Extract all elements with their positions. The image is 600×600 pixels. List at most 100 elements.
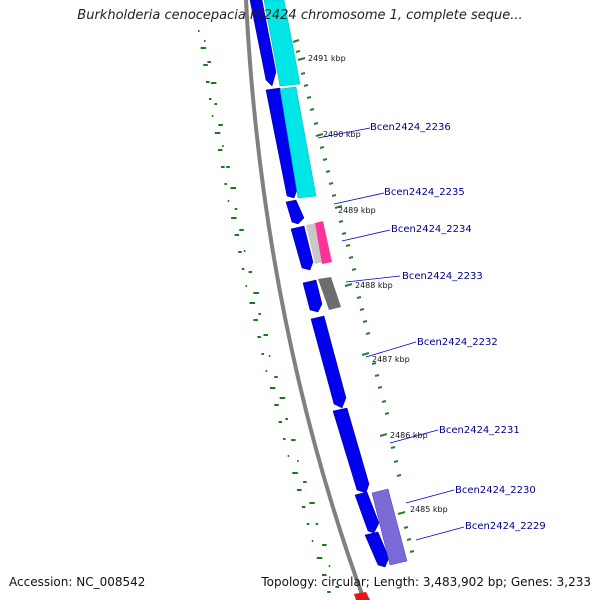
scale-tick [393,460,399,463]
scale-tick [300,72,306,75]
scale-tick [390,446,396,449]
scale-tick [406,538,412,541]
gc-dot [322,544,327,546]
gc-dot [287,455,290,457]
scale-tick [381,400,387,403]
gc-dot [283,438,286,440]
scale-tick [362,320,368,323]
gc-dot [234,208,238,210]
scale-tick [403,526,409,529]
cds-arrow [332,407,370,494]
gc-dot [279,397,286,399]
scale-labels: 2491 kbp 2490 kbp 2489 kbp 2488 kbp 2487… [308,54,448,514]
gc-dot [269,387,276,389]
gc-dot [268,355,271,357]
scale-tick [309,108,315,111]
gc-dot [306,523,310,525]
genome-summary-text: Topology: circular; Length: 3,483,902 bp… [261,575,591,589]
gc-dot [207,61,211,63]
gray-feature [306,223,323,264]
cds-arrow [290,225,314,271]
gc-dot [315,523,319,525]
gene-label[interactable]: Bcen2424_2233 [402,271,483,282]
cds-arrow [364,531,390,568]
gc-dot [263,334,268,336]
gc-dot [291,439,296,441]
scale-tick [377,386,383,389]
gc-dot [285,418,288,420]
cds-arrow [310,315,347,409]
gene-label[interactable]: Bcen2424_2232 [417,337,498,348]
scale-tick [361,352,370,356]
gene-label-lines [317,127,465,541]
red-feature [354,592,370,600]
gc-dot [297,489,302,491]
scale-tick [348,256,354,259]
gene-label[interactable]: Bcen2424_2231 [439,425,520,436]
gc-dot [258,313,261,315]
gene-label[interactable]: Bcen2424_2230 [455,485,536,496]
gc-dot [303,481,307,483]
gc-dot [231,217,237,219]
gc-dot [227,200,230,202]
gc-dot [200,47,207,49]
gc-dot [239,229,244,231]
gc-dot [214,103,217,105]
gray-feature [318,277,341,310]
scale-tick [315,133,324,137]
scale-label: 2488 kbp [355,281,393,290]
gc-dot [297,460,299,462]
scale-tick [303,84,309,87]
gc-dot [210,82,217,84]
gc-dot [261,353,264,355]
scale-tick [319,146,325,149]
cds-forward-track [249,0,390,568]
scale-tick [338,220,344,223]
gc-dot [234,234,240,236]
gene-label[interactable]: Bcen2424_2236 [370,122,451,133]
gc-dot [316,557,323,559]
scale-tick [356,296,362,299]
scale-tick [371,362,377,365]
gene-label[interactable]: Bcen2424_2235 [384,187,465,198]
label-line [405,489,455,504]
gc-dot [238,251,242,253]
gc-dot [241,268,245,270]
gc-dot [327,591,331,593]
scale-tick [409,550,415,553]
gene-label[interactable]: Bcen2424_2229 [465,521,546,532]
scale-tick [322,158,328,161]
scale-label: 2485 kbp [410,505,448,514]
gc-dot [253,292,259,294]
cds-arrow [265,87,298,199]
gc-dot [221,166,225,168]
label-line [341,229,391,242]
scale-tick [379,433,388,437]
accession-text: Accession: NC_008542 [9,575,146,589]
scale-tick [359,308,365,311]
scale-tick [374,374,380,377]
scale-label: 2489 kbp [338,206,376,215]
scale-tick [345,244,351,247]
gc-dot [217,149,223,151]
gc-dot [222,145,224,147]
backbone-line [244,0,366,600]
gene-label[interactable]: Bcen2424_2234 [391,224,472,235]
gc-dot [203,64,208,66]
gc-dot [335,586,339,588]
scale-tick [297,57,306,61]
gc-dot [230,187,236,189]
cds-arrow [354,491,380,534]
scale-tick [306,96,312,99]
gc-dot [265,370,268,372]
gc-dot [253,319,258,321]
scale-tick [331,194,337,197]
scale-tick [365,332,371,335]
feature-track-2 [306,221,408,600]
gc-dot [224,183,227,185]
gc-dot [214,132,221,134]
gc-dot [322,574,327,576]
scale-tick [351,268,357,271]
label-line [415,526,465,541]
